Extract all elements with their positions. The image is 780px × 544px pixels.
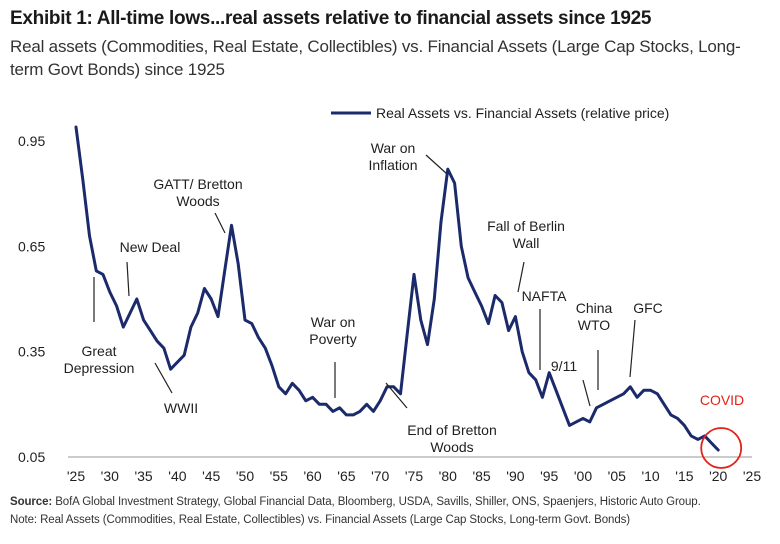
source-text: BofA Global Investment Strategy, Global … (52, 496, 701, 508)
annotation-label: GATT/ Bretton Woods (153, 176, 242, 209)
annotation-leader (582, 379, 591, 407)
x-tick-label: '70 (371, 468, 389, 484)
annotation-line: Great (81, 343, 116, 359)
annotation-label: War on Poverty (309, 314, 356, 347)
y-tick-label: 0.65 (18, 238, 45, 254)
axes: 0.95 0.65 0.35 0.05 '25 '30 '35 '40 '45 '50 '55 '60… (18, 133, 761, 484)
annotation-label: End of Bretton Woods (407, 422, 497, 455)
annotation-line: Depression (64, 360, 135, 376)
x-tick-label: '15 (675, 468, 693, 484)
x-tick-label: '65 (337, 468, 355, 484)
annotation-line: New Deal (120, 239, 181, 255)
annotation-label: Great Depression (64, 343, 135, 376)
annotation-label: NAFTA (522, 288, 568, 304)
x-tick-label: '75 (405, 468, 423, 484)
annotation-line: COVID (700, 392, 744, 408)
annotation-leader (154, 362, 173, 394)
annotation-line: WWII (164, 400, 198, 416)
series-line (74, 125, 720, 452)
annotation-line: Fall of Berlin (487, 218, 565, 234)
x-tick-label: '25 (743, 468, 761, 484)
annotation-label: GFC (633, 300, 663, 316)
x-tick-label: '40 (168, 468, 186, 484)
annotation-label: China WTO (576, 300, 613, 333)
x-tick-label: '80 (439, 468, 457, 484)
x-tick-label: '90 (506, 468, 524, 484)
legend-label: Real Assets vs. Financial Assets (relati… (376, 105, 669, 121)
line-chart: 0.95 0.65 0.35 0.05 '25 '30 '35 '40 '45 '50 '55 '60… (18, 105, 761, 484)
x-tick-label: '85 (472, 468, 490, 484)
annotation-label: Fall of Berlin Wall (487, 218, 565, 251)
annotation-line: 9/11 (551, 358, 577, 374)
annotation-line: WTO (578, 317, 611, 333)
annotation-leader (629, 319, 636, 378)
x-tick-label: '55 (270, 468, 288, 484)
chart-subtitle: Real assets (Commodities, Real Estate, C… (10, 37, 741, 79)
legend: Real Assets vs. Financial Assets (relati… (331, 105, 669, 121)
annotation-label: WWII (164, 400, 198, 416)
annotation-line: NAFTA (522, 288, 568, 304)
x-tick-label: '00 (574, 468, 592, 484)
y-tick-label: 0.95 (18, 133, 45, 149)
annotation-line: Poverty (309, 331, 356, 347)
annotation-line: War on (311, 314, 356, 330)
covid-highlight-circle (700, 427, 743, 469)
annotations: Great Depression New Deal WWII GATT/ Bretton… (64, 140, 744, 469)
series-group (74, 125, 720, 452)
x-tick-label: '10 (641, 468, 659, 484)
annotation-line: China (576, 300, 613, 316)
annotation-label: New Deal (120, 239, 181, 255)
annotation-leader (385, 382, 408, 409)
source-label: Source: (10, 496, 53, 508)
source-line: Source: BofA Global Investment Strategy,… (10, 496, 701, 508)
annotation-line: GATT/ Bretton (153, 176, 242, 192)
note-line: Note: Real Assets (Commodities, Real Est… (10, 514, 631, 526)
annotation-leader (517, 261, 525, 293)
annotation-line: Woods (176, 193, 219, 209)
x-tick-label: '30 (101, 468, 119, 484)
x-tick-label: '25 (67, 468, 85, 484)
x-tick-label: '50 (236, 468, 254, 484)
annotation-line: Woods (430, 439, 473, 455)
y-tick-label: 0.05 (18, 449, 45, 465)
y-tick-label: 0.35 (18, 344, 45, 360)
x-tick-label: '60 (303, 468, 321, 484)
annotation-line: Inflation (368, 157, 417, 173)
annotation-label: 9/11 (551, 358, 577, 374)
annotation-leader (214, 212, 226, 234)
annotation-leader (425, 154, 448, 175)
annotation-label: COVID (700, 392, 744, 408)
x-tick-label: '35 (134, 468, 152, 484)
annotation-line: GFC (633, 300, 663, 316)
x-tick-label: '20 (709, 468, 727, 484)
annotation-line: Wall (513, 235, 540, 251)
x-tick-label: '95 (540, 468, 558, 484)
annotation-leader (126, 261, 130, 297)
annotation-line: War on (371, 140, 416, 156)
x-tick-label: '45 (202, 468, 220, 484)
annotation-line: End of Bretton (407, 422, 497, 438)
annotation-label: War on Inflation (368, 140, 417, 173)
chart-title: Exhibit 1: All-time lows...real assets r… (10, 8, 652, 29)
x-tick-label: '05 (608, 468, 626, 484)
